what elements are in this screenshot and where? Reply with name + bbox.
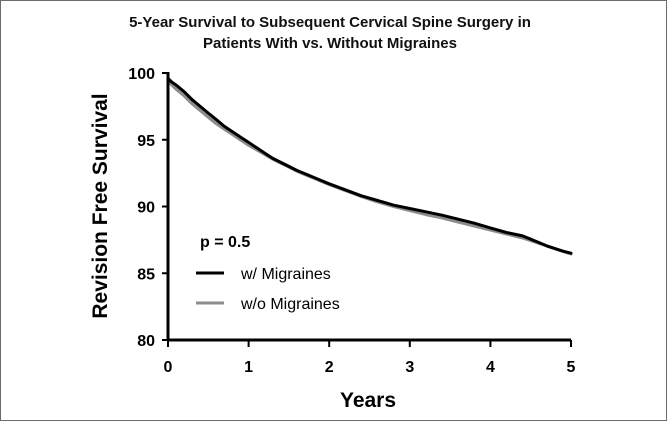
y-axis-title: Revision Free Survival <box>89 93 112 318</box>
y-ticks: 80 85 90 95 100 <box>128 66 168 350</box>
x-tick-label: 1 <box>244 359 253 376</box>
chart-title-line-2: Patients With vs. Without Migraines <box>203 35 457 52</box>
y-tick-label: 80 <box>137 333 155 350</box>
chart-title-line-1: 5-Year Survival to Subsequent Cervical S… <box>129 14 531 31</box>
y-tick-label: 100 <box>128 66 155 83</box>
x-tick-label: 3 <box>405 359 414 376</box>
legend-label-w-migraines: w/ Migraines <box>240 266 331 283</box>
x-axis-title: Years <box>340 389 396 412</box>
series-line-wo-migraines <box>166 79 573 256</box>
p-value-annotation: p = 0.5 <box>200 234 250 251</box>
x-tick-label: 4 <box>486 359 495 376</box>
series-line-w-migraines <box>166 76 573 255</box>
series-layer <box>166 76 573 256</box>
x-tick-label: 0 <box>164 359 173 376</box>
legend-label-wo-migraines: w/o Migraines <box>240 296 340 313</box>
y-tick-label: 85 <box>137 266 155 283</box>
x-tick-label: 5 <box>567 359 576 376</box>
x-ticks: 0 1 2 3 4 5 <box>164 340 576 376</box>
x-tick-label: 2 <box>325 359 334 376</box>
y-tick-label: 95 <box>137 133 155 150</box>
y-tick-label: 90 <box>137 200 155 217</box>
